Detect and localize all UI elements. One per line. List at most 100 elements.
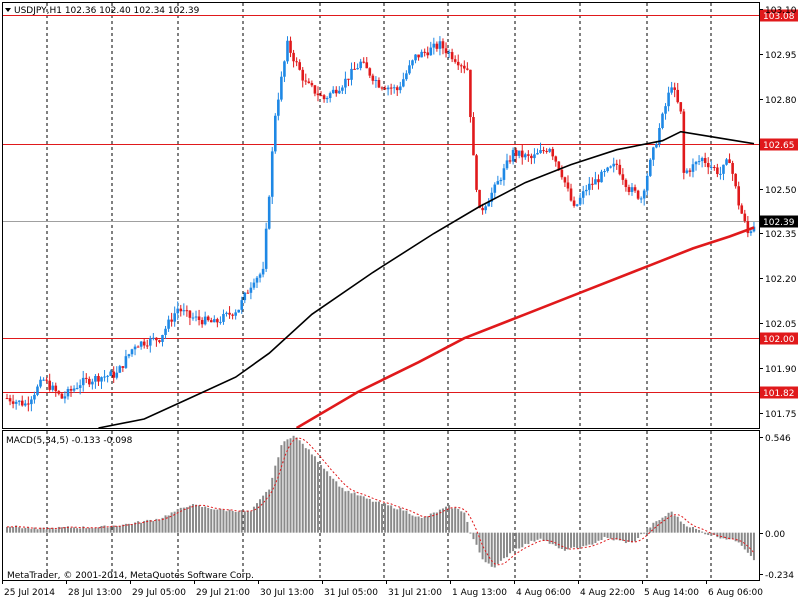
candle-body (386, 87, 390, 90)
moving-average-slow[interactable] (295, 226, 755, 429)
candle-body (255, 277, 259, 283)
candle-body (682, 111, 686, 173)
candle-body (316, 93, 320, 96)
macd-bar (329, 476, 332, 533)
macd-bar (27, 527, 30, 533)
candle-body (185, 310, 189, 312)
macd-bar (506, 532, 508, 558)
candle-body (328, 93, 332, 98)
macd-bar (618, 532, 621, 541)
macd-bar (695, 528, 698, 533)
candle-body (414, 54, 417, 61)
macd-bar (280, 445, 283, 533)
candle-body (569, 188, 573, 201)
macd-bar (603, 532, 606, 537)
macd-bar (624, 532, 627, 544)
macd-bar (298, 440, 301, 533)
macd-bar (137, 521, 140, 533)
candle-body (389, 87, 393, 89)
macd-bar (9, 526, 12, 533)
macd-bar (463, 512, 466, 533)
candle-body (597, 179, 600, 183)
candle-body (472, 117, 475, 156)
macd-bar (48, 527, 51, 533)
macd-bar (716, 532, 719, 538)
candle-body (246, 292, 250, 294)
vertical-grid (46, 3, 712, 580)
candle-body (203, 316, 207, 325)
candle-body (334, 89, 338, 94)
macd-bar (530, 532, 533, 541)
candle-body (444, 48, 448, 54)
candle-body (243, 292, 247, 301)
current-price-box (760, 215, 798, 228)
macd-bar (115, 525, 118, 533)
candle-body (374, 80, 378, 82)
x-tick-label: 30 Jul 13:00 (260, 588, 314, 598)
x-tick-label: 4 Aug 22:00 (580, 588, 635, 598)
macd-bar (73, 527, 76, 533)
candle-body (405, 73, 408, 80)
candle-body (411, 60, 414, 66)
macd-bar (33, 527, 36, 533)
macd-bar (365, 498, 368, 533)
candle-body (270, 151, 274, 197)
macd-bar (100, 525, 103, 533)
macd-bar (347, 490, 350, 533)
horizontal-levels: 103.08 102.65 102.00 101.82 102.39 (3, 9, 798, 399)
macd-bar (301, 443, 304, 533)
candle-body (694, 161, 698, 165)
macd-bar (127, 523, 130, 533)
candle-body (688, 170, 692, 172)
candle-body (167, 319, 170, 329)
macd-bar (627, 532, 630, 542)
macd-bar (634, 532, 637, 542)
candle-body (225, 312, 228, 314)
chart-menu-triangle-icon[interactable] (5, 8, 11, 12)
macd-bar (353, 492, 356, 533)
candle-body (383, 88, 387, 90)
macd-bar (240, 510, 243, 533)
candle-body (109, 371, 112, 376)
candle-body (234, 312, 237, 316)
macd-bar (228, 509, 231, 533)
candle-body (191, 317, 195, 319)
candle-body (325, 97, 329, 100)
macd-bar (399, 507, 402, 533)
candle-body (252, 282, 256, 288)
macd-bar (493, 532, 496, 568)
macd-bar (591, 532, 594, 545)
macd-bar (566, 532, 569, 550)
candle-body (645, 175, 649, 191)
candle-body (280, 76, 283, 100)
candle-body (292, 52, 295, 62)
macd-bar (752, 532, 755, 561)
macd-bar (438, 509, 441, 533)
macd-bar (109, 526, 112, 533)
macd-bar (134, 522, 137, 533)
candle-body (331, 89, 335, 94)
candle-body (188, 310, 192, 318)
candle-body (164, 328, 167, 335)
macd-bar (460, 511, 463, 533)
macd-bar (94, 527, 97, 533)
macd-bar (143, 520, 146, 533)
candle-body (548, 148, 551, 152)
macd-bar (57, 526, 60, 533)
y-tick-label: 102.80 (765, 96, 797, 106)
candle-body (566, 182, 570, 189)
candle-body (612, 163, 616, 167)
candle-body (392, 87, 396, 89)
copyright-line: MetaTrader, © 2001-2014, MetaQuotes Soft… (7, 571, 254, 581)
macd-bar (103, 525, 106, 533)
candle-body (520, 150, 524, 158)
moving-average-fast[interactable] (98, 130, 755, 428)
candle-body (624, 179, 628, 188)
macd-bar (195, 504, 198, 533)
candle-body (395, 87, 399, 91)
candle-body (716, 167, 719, 175)
candle-body (700, 158, 704, 162)
macd-bar (402, 510, 405, 533)
